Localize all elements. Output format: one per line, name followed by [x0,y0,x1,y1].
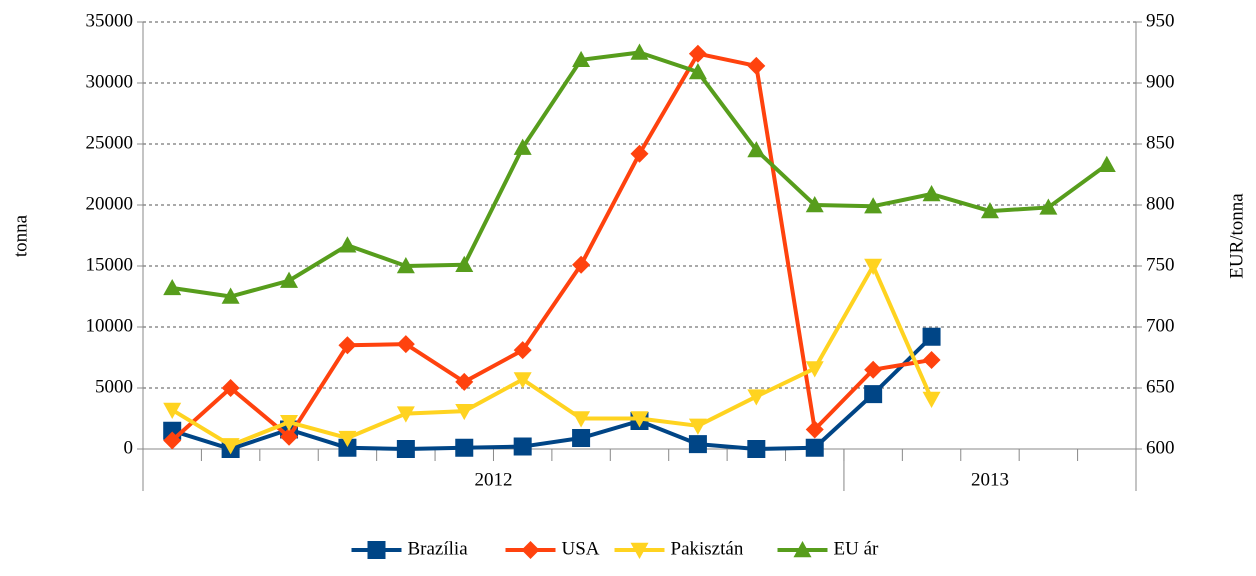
marker [688,44,707,63]
y-tick-label: 5000 [95,376,133,397]
marker [513,437,532,456]
legend: Brazília USA Pakisztán EU ár [351,538,880,559]
legend-label: EU ár [834,538,880,559]
y-tick-label: 30000 [86,71,134,92]
marker [572,255,591,274]
y2-tick-label: 650 [1146,376,1175,397]
marker [280,414,299,432]
marker [864,360,883,379]
marker [922,350,941,369]
marker [455,403,474,421]
marker [338,236,357,253]
marker [338,430,357,448]
y-tick-label: 15000 [86,254,134,275]
marker [922,185,941,202]
marker [455,438,474,457]
marker [630,542,649,559]
marker [513,341,532,360]
marker [396,440,415,458]
marker [805,438,824,457]
marker [163,278,182,296]
marker [572,50,591,68]
marker [572,411,591,428]
marker [221,438,240,455]
marker [280,271,299,288]
marker [1039,198,1058,215]
marker [163,431,182,450]
marker [455,372,474,391]
marker [688,418,707,435]
marker [513,138,532,155]
marker [747,56,766,75]
marker [455,255,474,272]
marker [922,327,941,346]
marker [688,63,707,80]
marker [396,406,415,423]
legend-label: Pakisztán [671,538,744,559]
y-axis-label: tonna [10,214,31,257]
y2-tick-label: 950 [1146,10,1175,31]
marker [163,402,182,419]
marker [338,336,357,355]
y-tick-label: 20000 [86,193,134,214]
marker [864,197,883,214]
marker [980,202,999,219]
marker [521,541,540,559]
y-tick-label: 35000 [86,10,134,31]
marker [280,427,299,446]
y2-axis-label: EUR/tonna [1226,193,1247,279]
marker [805,361,824,378]
y2-tick-label: 850 [1146,132,1175,153]
y2-tick-label: 800 [1146,193,1175,214]
y2-tick-label: 600 [1146,437,1175,458]
marker [747,141,766,158]
marker [688,435,707,454]
y2-tick-label: 900 [1146,71,1175,92]
marker [367,541,386,559]
marker [513,372,532,389]
marker [747,389,766,406]
marker [630,411,649,428]
marker [221,379,240,397]
marker [747,440,766,458]
group-label: 2013 [971,469,1009,490]
marker [572,429,591,448]
marker [396,335,415,354]
series-line [171,335,933,451]
marker [805,196,824,213]
marker [630,144,649,163]
marker [1097,155,1116,172]
marker [864,258,883,275]
legend-label: Brazília [408,538,469,559]
marker [793,541,812,558]
y2-tick-label: 750 [1146,254,1175,275]
marker [922,391,941,408]
series-line [170,51,932,442]
series-line [171,50,1108,299]
y-tick-label: 0 [124,437,134,458]
series-line [171,264,934,448]
y2-tick-label: 700 [1146,315,1175,336]
y-tick-label: 10000 [86,315,134,336]
marker [630,43,649,60]
legend-label: USA [562,538,600,559]
marker [805,420,824,439]
marker [338,438,357,457]
marker [221,287,240,304]
marker [864,385,883,404]
group-label: 2012 [474,469,512,490]
y-tick-label: 25000 [86,132,134,153]
marker [396,257,415,274]
